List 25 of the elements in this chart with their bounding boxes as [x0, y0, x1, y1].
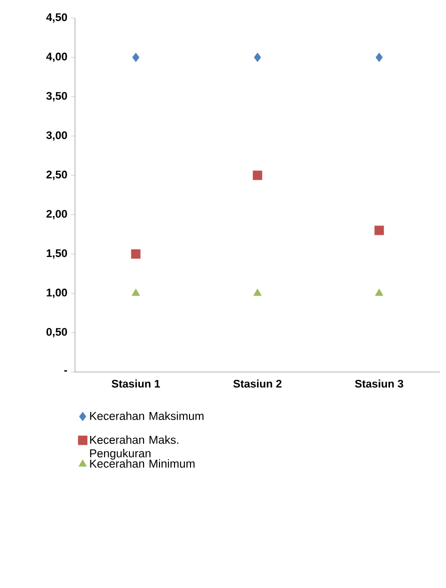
y-tick-label: 4,50	[46, 13, 68, 23]
x-tick-label: Stasiun 1	[112, 380, 160, 388]
y-tick-label: 1,00	[46, 288, 68, 298]
y-tick-label: 1,50	[46, 249, 68, 259]
legend-label: Kecerahan Maksimum	[90, 412, 204, 420]
point	[132, 52, 140, 62]
y-tick-label: 3,00	[46, 131, 68, 141]
point	[132, 288, 140, 296]
y-tick-label: 2,00	[46, 210, 68, 220]
y-tick-label: 2,50	[46, 170, 68, 180]
y-tick-label: 3,50	[46, 92, 68, 102]
point	[254, 52, 262, 62]
point	[252, 170, 262, 180]
point	[374, 226, 384, 236]
point	[131, 249, 141, 259]
legend-label: Kecerahan Maks. Pengukuran	[90, 435, 178, 460]
point	[253, 288, 262, 296]
x-tick-label: Stasiun 3	[355, 380, 404, 388]
y-tick-label: 4,00	[46, 52, 68, 62]
legend-label: Kecerahan Minimum	[90, 459, 195, 468]
point	[376, 52, 383, 62]
y-tick-label: -	[64, 370, 68, 372]
y-tick-label: 0,50	[46, 328, 68, 338]
x-tick-label: Stasiun 2	[233, 380, 282, 388]
point	[375, 288, 384, 296]
